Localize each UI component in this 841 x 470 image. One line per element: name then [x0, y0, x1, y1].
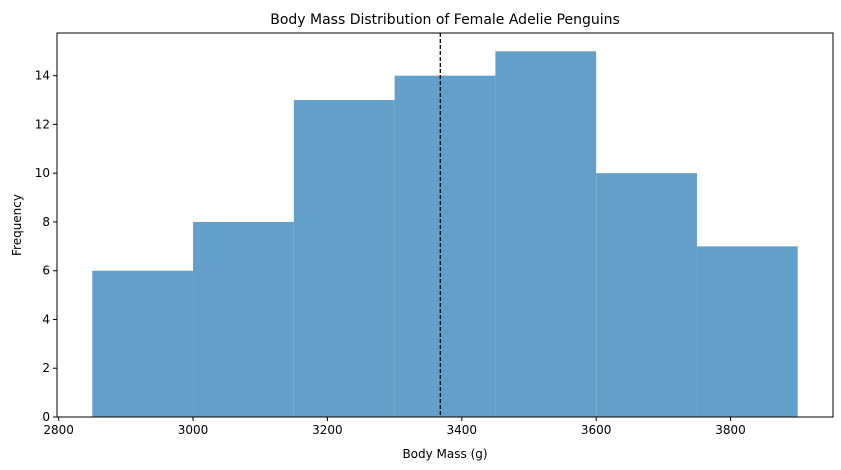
x-axis-label: Body Mass (g) [402, 447, 487, 461]
y-tick-label: 2 [42, 361, 50, 375]
histogram-bar [394, 75, 496, 418]
x-tick-label: 3600 [581, 423, 612, 437]
y-tick-label: 4 [42, 312, 50, 326]
y-tick-label: 0 [42, 410, 50, 424]
x-tick-label: 2800 [43, 423, 74, 437]
x-tick-label: 3800 [715, 423, 746, 437]
y-tick-label: 14 [35, 69, 50, 83]
chart-title: Body Mass Distribution of Female Adelie … [270, 12, 620, 28]
x-tick-label: 3000 [178, 423, 209, 437]
histogram-bar [92, 270, 194, 417]
y-tick-label: 6 [42, 264, 50, 278]
y-axis-label: Frequency [10, 194, 24, 256]
histogram-bar [293, 100, 395, 418]
histogram-bar [596, 173, 697, 417]
histogram-bar [193, 221, 294, 417]
x-tick-label: 3200 [312, 423, 343, 437]
y-tick-label: 10 [35, 166, 50, 180]
y-tick-label: 12 [35, 117, 50, 131]
histogram-bar [696, 246, 798, 417]
x-tick-label: 3400 [447, 423, 478, 437]
y-tick-label: 8 [42, 215, 50, 229]
histogram-bar [495, 51, 597, 418]
axes-frame [56, 32, 834, 418]
